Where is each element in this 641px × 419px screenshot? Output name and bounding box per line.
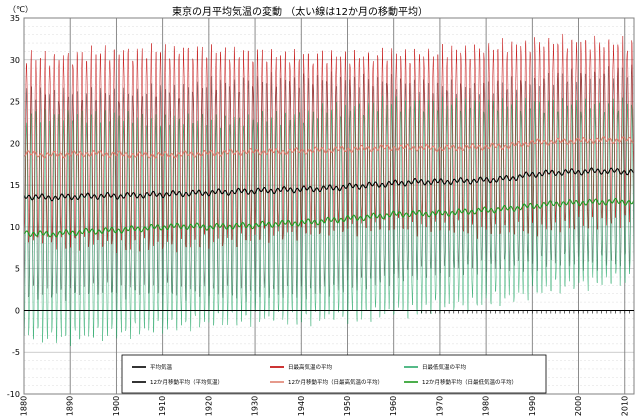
y-tick-label: 25 [10,98,20,107]
x-tick-label: 1940 [297,396,306,416]
legend-label: 12か月移動平均（平均気温） [150,378,223,386]
x-tick-label: 2000 [574,396,583,416]
y-axis-label: （℃） [8,5,33,14]
y-tick-label: 0 [15,306,20,315]
x-tick-label: 1920 [204,396,213,416]
moving-average-line-5 [23,197,635,238]
plot-border [23,17,635,395]
y-tick-label: 5 [15,265,20,274]
x-tick-label: 2010 [620,396,629,416]
plot-area [23,33,635,347]
legend-label: 平均気温 [150,363,173,371]
legend-label: 日最高気温の平均 [288,363,333,371]
y-tick-label: 10 [10,223,20,232]
x-tick-label: 1910 [158,396,167,416]
x-tick-label: 1950 [343,396,352,416]
legend-label: 12か月移動平均（日最低気温の平均） [422,378,517,386]
y-tick-label: -5 [12,348,20,357]
x-tick-label: 1900 [112,396,121,416]
legend-label: 日最低気温の平均 [422,363,467,371]
y-tick-label: 20 [10,139,20,148]
series-line-2 [23,95,635,347]
moving-average-line-3 [23,167,635,202]
y-tick-label: -10 [7,390,20,399]
chart-title: 東京の月平均気温の変動 （太い線は12か月の移動平均） [172,5,428,18]
legend: 平均気温 日最高気温の平均 日最低気温の平均 12か月移動平均（平均気温） 12か月移動… [121,354,547,394]
x-tick-label: 1930 [251,396,260,416]
axes: -10 -5 0 5 10 15 20 25 30 35 1880 1890 1900 1910 1920 1… [7,14,635,416]
legend-box [121,354,547,394]
x-tick-label: 1890 [66,396,75,416]
x-tick-label: 1880 [20,396,29,416]
x-tick-label: 1970 [435,396,444,416]
moving-average-line-4 [23,136,635,159]
y-tick-label: 30 [10,56,20,65]
x-tick-label: 1960 [389,396,398,416]
x-tick-label: 1990 [528,396,537,416]
series-line-1 [23,33,635,254]
y-tick-label: 35 [10,14,20,23]
legend-label: 12か月移動平均（日最高気温の平均） [288,378,383,386]
y-tick-label: 15 [10,181,20,190]
x-tick-label: 1980 [482,396,491,416]
